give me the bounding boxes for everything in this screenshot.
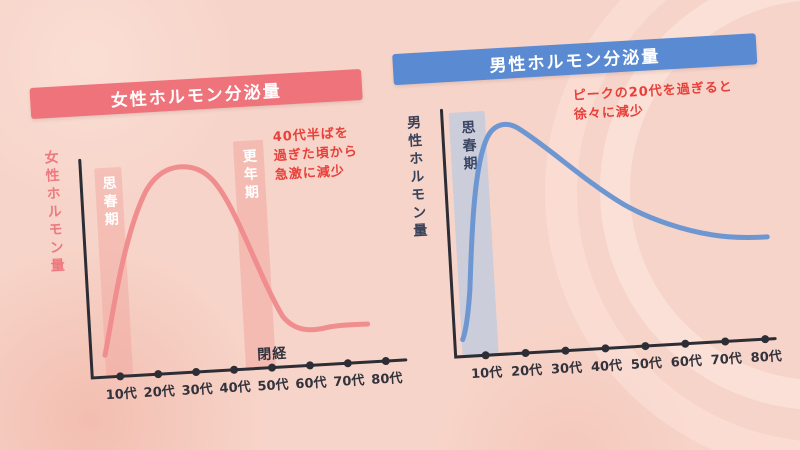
male-chart-title-banner: 男性ホルモン分泌量 (392, 33, 758, 86)
male-x-tick-label: 70代 (710, 351, 743, 369)
female-puberty-band: 思春期 (94, 166, 134, 378)
male-x-tick-dot (561, 346, 570, 355)
female-x-tick-dot (381, 357, 390, 366)
female-x-tick-dot (192, 367, 201, 376)
male-x-tick-label: 20代 (510, 363, 543, 380)
female-puberty-band-label: 思春期 (100, 175, 120, 231)
female-x-tick-dot (154, 370, 163, 379)
female-x-tick-dot (305, 361, 314, 370)
female-chart-title-banner: 女性ホルモン分泌量 (29, 68, 363, 120)
male-x-tick-dot (521, 348, 530, 357)
female-x-tick-label: 30代 (181, 382, 214, 399)
female-x-tick-label: 70代 (332, 373, 365, 391)
male-puberty-band: 思春期 (448, 110, 499, 357)
female-menopause-band-label: 更年期 (240, 148, 260, 203)
female-x-tick-dot (343, 359, 352, 368)
female-hormone-curve (102, 164, 371, 358)
female-x-tick-label: 10代 (105, 386, 138, 404)
female-x-tick-label: 20代 (143, 384, 176, 402)
female-y-axis-label: 女性ホルモン量 (42, 149, 66, 277)
male-x-tick-dot (681, 339, 690, 348)
male-decline-annotation: ピークの20代を過ぎると 徐々に減少 (572, 79, 734, 123)
male-y-axis-label: 男性ホルモン量 (404, 114, 428, 242)
male-x-tick-dot (721, 337, 730, 346)
male-puberty-band-label: 思春期 (459, 119, 479, 175)
female-x-tick-label: 40代 (219, 379, 252, 397)
male-x-tick-label: 10代 (470, 365, 503, 383)
female-decline-annotation: 40代半ばを 過ぎた頃から 急激に減少 (272, 125, 359, 183)
male-x-tick-label: 80代 (750, 349, 783, 367)
female-x-tick-label: 60代 (295, 375, 327, 393)
male-chart-title: 男性ホルモン分泌量 (488, 46, 661, 77)
male-x-tick-dot (601, 344, 610, 353)
male-x-tick-label: 40代 (590, 358, 623, 376)
male-x-tick-label: 50代 (630, 356, 663, 373)
female-x-tick-label: 50代 (257, 377, 290, 395)
male-hormone-curve (460, 121, 770, 343)
male-x-tick-label: 30代 (550, 360, 583, 378)
female-menopause-band: 更年期 (232, 139, 276, 370)
male-x-tick-dot (641, 342, 650, 351)
female-x-tick-dot (230, 365, 239, 374)
male-x-tick-dot (761, 335, 770, 344)
female-chart-title: 女性ホルモン分泌量 (110, 81, 283, 112)
menopause-label: 閉経 (256, 345, 288, 364)
female-x-tick-label: 80代 (370, 371, 403, 388)
male-x-tick-label: 60代 (670, 353, 703, 371)
